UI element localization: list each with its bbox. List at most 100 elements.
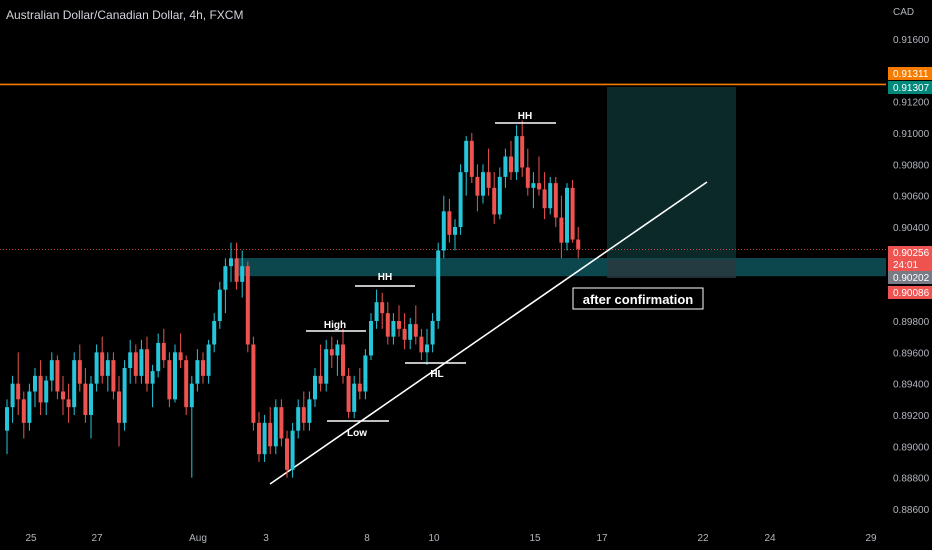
candle-body [436, 250, 441, 321]
candle-body [273, 407, 278, 447]
candle-body [212, 321, 217, 345]
candle-body [189, 383, 194, 408]
candle-body [486, 172, 491, 188]
candle-body [89, 383, 93, 415]
candle-body [206, 344, 211, 376]
candle [329, 336, 334, 368]
price-tag-bg [888, 258, 932, 271]
candle [357, 368, 362, 400]
candle-body [38, 375, 43, 403]
candle [133, 344, 138, 384]
candle-body [509, 156, 513, 173]
candle [268, 407, 273, 455]
time-axis[interactable]: 25 27 Aug 3 8 10 15 17 22 24 29 [25, 533, 877, 544]
price-tick-label: 0.91200 [893, 98, 930, 109]
candle-body [117, 391, 121, 423]
candle-body [150, 371, 155, 384]
candle-body [537, 183, 541, 190]
candle [425, 328, 429, 365]
candle-body [195, 360, 200, 384]
price-tag-label: 0.90086 [893, 288, 930, 299]
candle-body [352, 383, 357, 412]
candle [89, 375, 93, 439]
candle [229, 242, 233, 282]
price-tick-label: 0.90800 [893, 160, 930, 171]
candle [33, 368, 37, 408]
candle-body [576, 239, 581, 249]
candle-body [553, 183, 558, 218]
candle-body [341, 344, 345, 376]
time-tick-label: 24 [764, 533, 776, 544]
candle-body [21, 399, 26, 423]
candle-body [307, 399, 312, 423]
candle-body [61, 391, 65, 400]
candle [441, 195, 446, 259]
price-tag-bg [888, 67, 932, 80]
time-tick-label: 22 [697, 533, 709, 544]
candle-body [565, 187, 569, 243]
candle [363, 349, 368, 400]
candle [458, 164, 463, 235]
target-box [607, 87, 736, 261]
candle-body [94, 352, 99, 384]
candle [514, 125, 519, 180]
candle-series [5, 120, 581, 478]
candle-body [531, 183, 536, 188]
candle [576, 227, 581, 259]
candle [217, 281, 222, 329]
candle [122, 360, 127, 431]
candle-body [268, 422, 273, 447]
candle-body [425, 344, 429, 353]
candle [77, 344, 82, 392]
candle-body [105, 360, 110, 376]
price-tag: 0.91311 [888, 67, 932, 80]
candle-body [385, 313, 390, 337]
candle-body [27, 391, 32, 423]
price-tag-bg [888, 81, 932, 94]
price-tick-label: 0.89000 [893, 442, 930, 453]
swing-label: Low [347, 428, 367, 439]
time-tick-label: 10 [428, 533, 440, 544]
candle [492, 172, 497, 224]
candle-body [318, 375, 323, 384]
candle-body [492, 187, 497, 215]
candle-body [380, 302, 385, 314]
price-tick-label: 0.88800 [893, 474, 930, 485]
candle-body [503, 156, 508, 177]
candle [486, 148, 491, 196]
callout-box [572, 287, 704, 310]
candle-body [257, 422, 261, 455]
candle-body [111, 360, 116, 392]
candle [201, 352, 205, 384]
candle-body [128, 352, 133, 368]
candle-body [408, 324, 413, 340]
candle [503, 148, 508, 188]
price-tick-label: 0.89400 [893, 380, 930, 391]
swing-label: HH [378, 272, 392, 283]
candle-body [458, 172, 463, 227]
candle-body [229, 258, 233, 267]
candle [537, 156, 541, 196]
candle [570, 180, 575, 243]
time-tick-label: Aug [189, 533, 207, 544]
candle-body [77, 360, 82, 384]
candle [262, 415, 267, 462]
candle [94, 344, 99, 392]
candle-body [391, 321, 396, 337]
candle-body [313, 375, 317, 400]
price-tick-label: 0.89800 [893, 317, 930, 328]
candle [335, 339, 340, 376]
symbol-title[interactable]: Australian Dollar/Canadian Dollar, 4h, F… [6, 8, 244, 22]
candle [156, 333, 161, 378]
price-tick-label: 0.89200 [893, 411, 930, 422]
price-tag: 0.90086 [888, 286, 932, 299]
candle [55, 355, 60, 400]
candle [16, 352, 21, 415]
price-tag-label: 0.91311 [893, 69, 929, 80]
candle [385, 302, 390, 345]
candle [509, 140, 513, 180]
candle [408, 317, 413, 350]
candle-body [245, 266, 250, 345]
candle [223, 258, 228, 314]
